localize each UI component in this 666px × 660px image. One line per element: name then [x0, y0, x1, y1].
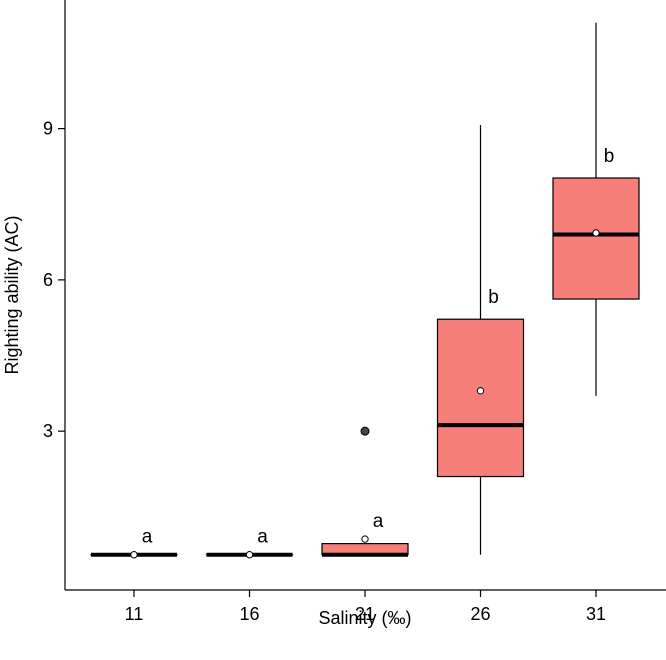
- x-ticks: 11 16 21 26 31: [125, 590, 606, 624]
- box-iqr: [552, 177, 640, 300]
- mean-marker: [592, 229, 600, 237]
- significance-letter: a: [373, 511, 384, 532]
- x-tick-label: 26: [470, 604, 490, 624]
- box-group-11: a: [90, 527, 178, 559]
- plot-area: a a a b b 3 6 9 11 16 21 26 31: [43, 0, 666, 624]
- mean-marker: [130, 551, 138, 559]
- significance-letter: a: [257, 527, 268, 548]
- significance-letter: b: [604, 146, 615, 167]
- significance-letter: a: [142, 527, 153, 548]
- mean-marker: [476, 387, 485, 395]
- x-axis-title: Salinity (‰): [318, 608, 411, 628]
- significance-letter: b: [488, 287, 499, 308]
- y-axis-title: Righting ability (AC): [2, 215, 22, 374]
- box-iqr: [436, 318, 525, 478]
- box-group-31: b: [552, 22, 640, 396]
- y-tick-label: 3: [43, 421, 53, 441]
- y-tick-label: 6: [43, 270, 53, 290]
- mean-marker: [361, 535, 369, 543]
- x-tick-label: 11: [125, 604, 144, 624]
- x-tick-label: 21: [355, 604, 375, 624]
- boxes-layer: a a a b b: [90, 22, 640, 559]
- box-group-26: b: [436, 125, 525, 555]
- box-group-16: a: [205, 527, 294, 559]
- outlier-point: [360, 426, 370, 436]
- y-ticks: 3 6 9: [43, 119, 65, 441]
- y-tick-label: 9: [43, 119, 53, 139]
- mean-marker: [245, 551, 254, 559]
- x-tick-label: 16: [239, 604, 259, 624]
- box-group-21: a: [321, 426, 409, 557]
- x-tick-label: 31: [586, 604, 606, 624]
